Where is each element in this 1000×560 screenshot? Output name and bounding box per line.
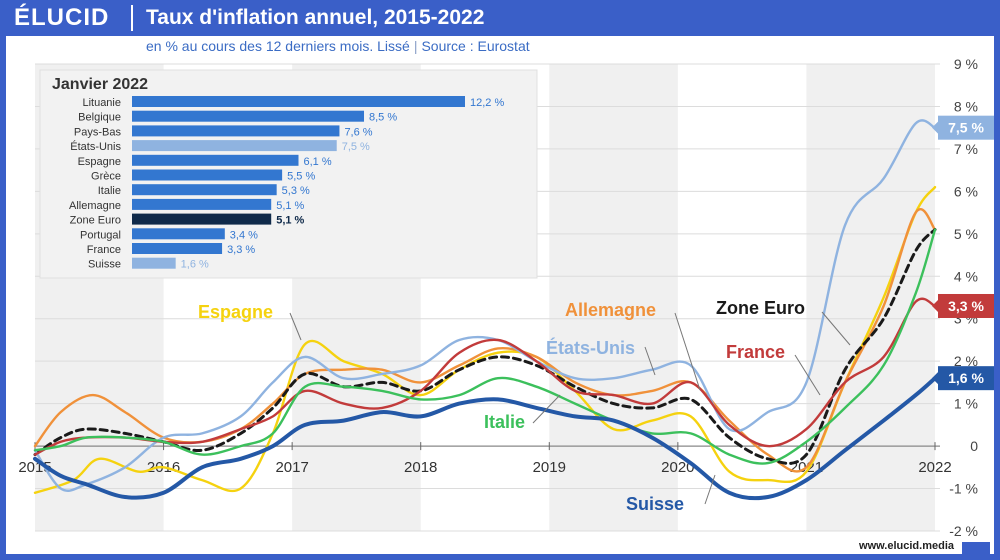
- x-tick-label: 2017: [275, 459, 308, 476]
- bar-suisse: [132, 257, 176, 269]
- bar-category-label: France: [87, 244, 121, 256]
- bar-category-label: Italie: [98, 185, 121, 197]
- bar-category-label: Portugal: [80, 229, 121, 241]
- bar-value-label: 7,6 %: [344, 126, 372, 138]
- y-tick-label: 7 %: [954, 141, 978, 157]
- bar-value-label: 5,5 %: [287, 171, 315, 183]
- bar-value-label: 8,5 %: [369, 112, 397, 124]
- series-label: Zone Euro: [716, 298, 805, 318]
- bar-value-label: 1,6 %: [181, 259, 209, 271]
- leader-line--tats-unis: [644, 346, 656, 376]
- series-label: Italie: [484, 412, 525, 432]
- end-value-pointer: [932, 121, 938, 134]
- source-text: Source : Eurostat: [421, 38, 530, 54]
- bar-value-label: 12,2 %: [470, 97, 504, 109]
- series-label: Espagne: [198, 302, 273, 322]
- bar-category-label: Grèce: [91, 171, 121, 183]
- end-value-label: 7,5 %: [948, 120, 984, 136]
- series-label: Suisse: [626, 494, 684, 514]
- series-line-italie: [33, 228, 937, 465]
- series-line-suisse: [33, 376, 937, 501]
- bar-value-label: 3,4 %: [230, 229, 258, 241]
- bar-france: [132, 243, 223, 254]
- y-tick-label: 9 %: [954, 56, 978, 72]
- y-tick-label: 0: [970, 438, 978, 454]
- end-value-label: 1,6 %: [948, 370, 984, 386]
- bar-portugal: [132, 228, 225, 240]
- y-tick-label: -1 %: [949, 481, 978, 497]
- header-bar: ÉLUCID Taux d'inflation annuel, 2015-202…: [0, 0, 1000, 36]
- bar-zone-euro: [132, 213, 272, 225]
- leader-line-france: [794, 354, 821, 396]
- y-tick-label: 4 %: [954, 268, 978, 284]
- footer-logo-mark: [962, 542, 990, 554]
- leader-line-zone-euro: [821, 311, 851, 346]
- y-tick-label: 1 %: [954, 396, 978, 412]
- left-border: [0, 36, 6, 560]
- bar-category-label: Zone Euro: [70, 215, 121, 227]
- bar-value-label: 3,3 %: [227, 244, 255, 256]
- footer-url: www.elucid.media: [859, 540, 954, 552]
- end-value-label: 3,3 %: [948, 298, 984, 314]
- year-band-2019: [549, 64, 678, 531]
- bar-category-label: États-Unis: [70, 140, 121, 153]
- bottom-border: [0, 554, 1000, 560]
- bar-value-label: 7,5 %: [342, 141, 370, 153]
- y-tick-label: 8 %: [954, 98, 978, 114]
- leader-line-allemagne: [674, 312, 701, 391]
- x-tick-label: 2022: [918, 459, 951, 476]
- end-value-pointer: [932, 299, 938, 312]
- bar-allemagne: [132, 198, 272, 210]
- bar-category-label: Espagne: [78, 156, 121, 168]
- bar-gr-ce: [132, 169, 283, 181]
- bar-lituanie: [132, 96, 465, 107]
- year-band-2021: [806, 64, 935, 531]
- logo-divider: [131, 5, 133, 31]
- bar-espagne: [132, 154, 299, 166]
- elucid-logo: ÉLUCID: [14, 4, 110, 31]
- y-tick-label: 2 %: [954, 353, 978, 369]
- bar-category-label: Pays-Bas: [74, 126, 122, 138]
- right-border: [994, 36, 1000, 560]
- end-value-badge: [938, 366, 994, 391]
- x-tick-label: 2019: [533, 459, 566, 476]
- series-label: États-Unis: [546, 337, 635, 358]
- subtitle-text: en % au cours des 12 derniers mois. Liss…: [146, 38, 410, 54]
- bar-category-label: Belgique: [78, 112, 121, 124]
- end-value-pointer: [932, 372, 938, 385]
- y-tick-label: -2 %: [949, 523, 978, 539]
- inset-title: Janvier 2022: [52, 76, 148, 93]
- leader-line-suisse: [704, 474, 716, 505]
- bar-belgique: [132, 110, 365, 122]
- bar--tats-unis: [132, 140, 337, 152]
- series-line-allemagne: [33, 208, 937, 473]
- bar-pays-bas: [132, 125, 340, 137]
- bar-italie: [132, 184, 277, 196]
- bar-value-label: 5,1 %: [276, 215, 304, 227]
- subtitle-separator: |: [413, 38, 418, 54]
- series-label: Allemagne: [565, 300, 656, 320]
- bar-value-label: 5,3 %: [282, 185, 310, 197]
- y-tick-label: 5 %: [954, 226, 978, 242]
- bar-value-label: 6,1 %: [304, 156, 332, 168]
- bar-category-label: Suisse: [88, 259, 121, 271]
- leader-line-italie: [532, 394, 561, 424]
- end-value-badge: [938, 293, 994, 318]
- x-tick-label: 2020: [661, 459, 694, 476]
- x-tick-label: 2018: [404, 459, 437, 476]
- series-label: France: [726, 342, 785, 362]
- chart-title: Taux d'inflation annuel, 2015-2022: [146, 6, 485, 29]
- series-line-espagne: [33, 185, 937, 494]
- bar-category-label: Allemagne: [69, 200, 121, 212]
- chart-subtitle: en % au cours des 12 derniers mois. Liss…: [146, 38, 530, 54]
- y-tick-label: 6 %: [954, 183, 978, 199]
- bar-value-label: 5,1 %: [276, 200, 304, 212]
- leader-line-espagne: [289, 312, 302, 341]
- bar-category-label: Lituanie: [82, 97, 121, 109]
- end-value-badge: [938, 115, 994, 140]
